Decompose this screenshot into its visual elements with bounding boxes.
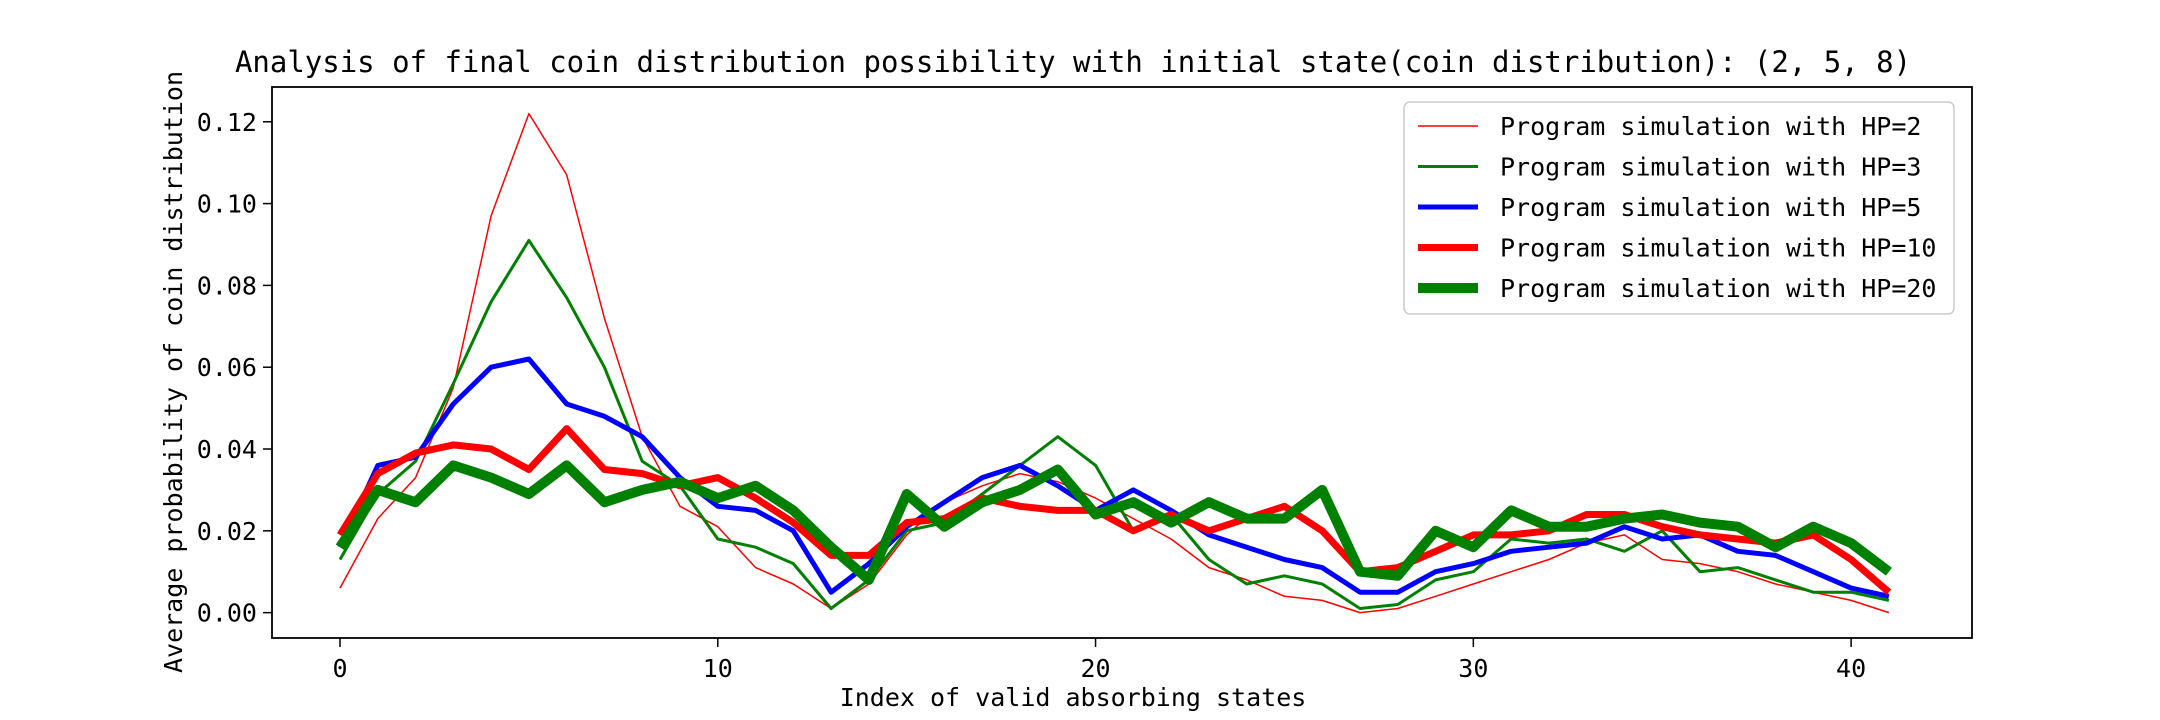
x-tick-label: 0 <box>332 654 347 683</box>
x-tick-label: 30 <box>1458 654 1488 683</box>
y-axis: 0.00 0.02 0.04 0.06 0.08 0.10 0.12 <box>197 108 272 628</box>
series-line-3 <box>337 356 1890 599</box>
legend-label-3: Program simulation with HP=5 <box>1500 193 1921 222</box>
y-tick-label: 0.00 <box>197 599 257 628</box>
y-axis-label: Average probability of coin distribution <box>159 71 188 673</box>
x-axis: 0 10 20 30 40 <box>332 638 1866 683</box>
plot-area <box>271 86 1973 639</box>
series-layer <box>335 112 1892 614</box>
x-axis-label: Index of valid absorbing states <box>840 683 1307 712</box>
series-line-5 <box>335 460 1892 585</box>
legend-label-5: Program simulation with HP=20 <box>1500 274 1937 303</box>
legend-label-4: Program simulation with HP=10 <box>1500 234 1937 263</box>
axes-frame <box>271 86 1973 639</box>
y-tick-label: 0.10 <box>197 190 257 219</box>
y-tick-label: 0.04 <box>197 435 257 464</box>
x-tick-label: 10 <box>703 654 733 683</box>
y-tick-label: 0.12 <box>197 108 257 137</box>
legend-label-2: Program simulation with HP=3 <box>1500 153 1921 182</box>
legend-label-1: Program simulation with HP=2 <box>1500 112 1921 141</box>
legend-box <box>1403 101 1955 315</box>
y-tick-label: 0.08 <box>197 271 257 300</box>
y-tick-label: 0.06 <box>197 353 257 382</box>
legend: Program simulation with HP=2 Program simu… <box>1403 101 1955 315</box>
chart-title: Analysis of final coin distribution poss… <box>235 45 1911 79</box>
x-tick-label: 40 <box>1836 654 1866 683</box>
y-tick-label: 0.02 <box>197 517 257 546</box>
x-tick-label: 20 <box>1081 654 1111 683</box>
